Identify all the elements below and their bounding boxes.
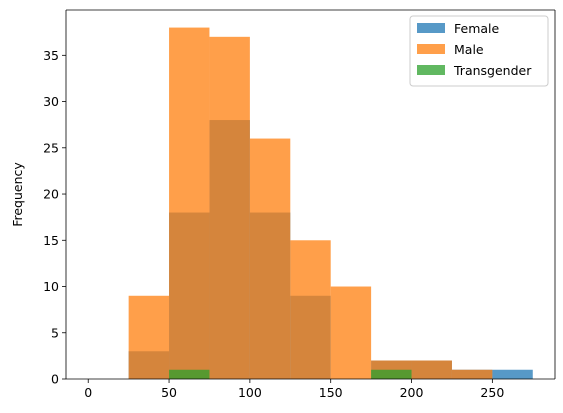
bar-female-9	[492, 369, 533, 379]
legend-label-male: Male	[454, 42, 484, 57]
bars-layer	[128, 27, 533, 380]
x-tick-label-200: 200	[400, 385, 424, 400]
legend: Female Male Transgender	[409, 15, 549, 87]
y-axis-label: Frequency	[10, 162, 25, 227]
axes-layer: 0 50 100 150 200 250 0 5 10 15 20 25 30 35	[43, 9, 556, 400]
bar-male-0	[128, 295, 170, 379]
y-tick-label-25: 25	[43, 140, 59, 155]
x-tick-label-100: 100	[238, 385, 262, 400]
legend-label-female: Female	[454, 21, 500, 36]
legend-label-transgender: Transgender	[453, 63, 532, 78]
y-tick-label-35: 35	[43, 48, 59, 63]
bar-male-4	[290, 240, 331, 379]
bar-male-5	[330, 286, 372, 379]
x-tick-label-150: 150	[319, 385, 343, 400]
bar-transgender-1	[169, 369, 210, 379]
bar-male-2	[209, 36, 250, 379]
y-tick-label-20: 20	[43, 187, 59, 202]
x-tick-label-250: 250	[480, 385, 504, 400]
bar-male-3	[249, 138, 291, 379]
y-tick-label-0: 0	[51, 372, 59, 387]
legend-swatch-transgender	[417, 65, 445, 75]
y-tick-label-5: 5	[51, 325, 59, 340]
y-tick-label-30: 30	[43, 94, 59, 109]
legend-swatch-male	[417, 44, 445, 54]
x-tick-label-0: 0	[84, 385, 92, 400]
bar-male-7	[411, 360, 452, 379]
y-tick-label-10: 10	[43, 279, 59, 294]
y-tick-label-15: 15	[43, 233, 59, 248]
bar-male-8	[451, 369, 493, 379]
bar-transgender-6	[371, 369, 412, 379]
x-tick-label-50: 50	[161, 385, 177, 400]
legend-swatch-female	[417, 23, 445, 33]
bar-male-1	[169, 27, 210, 379]
